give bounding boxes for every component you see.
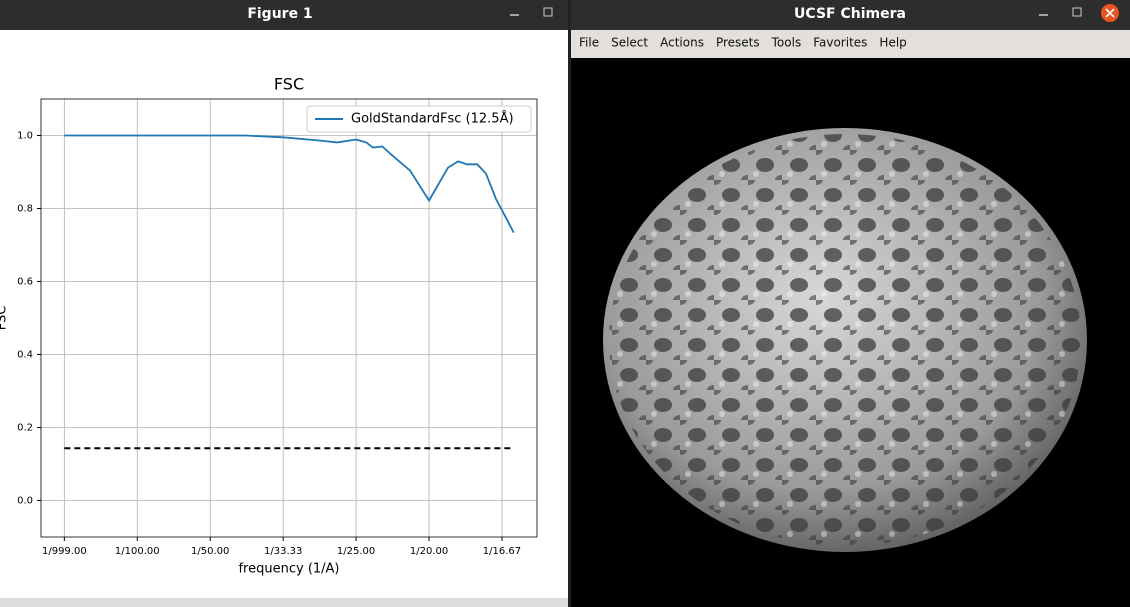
y-tick-label: 1.0: [17, 131, 33, 142]
series-line: [64, 134, 515, 234]
y-tick-label: 0.6: [17, 277, 33, 288]
title-bar: [0, 0, 568, 30]
maximize-button[interactable]: [543, 7, 553, 17]
menu-item[interactable]: Presets: [716, 36, 760, 50]
y-tick-label: 0.4: [17, 350, 33, 361]
menu-item[interactable]: Select: [611, 36, 648, 50]
title-bar: [571, 0, 1130, 30]
y-tick-label: 0.8: [17, 204, 33, 215]
y-tick-label: 0.0: [17, 496, 33, 507]
menu: File Select Actions Presets Tools Favorites He…: [579, 36, 907, 50]
menu-item[interactable]: Help: [879, 36, 906, 50]
close-icon: [1105, 8, 1115, 18]
menu-bar: [571, 30, 1130, 58]
x-tick-label: 1/25.00: [337, 546, 375, 557]
x-tick-label: 1/16.67: [483, 546, 521, 557]
legend-box: [306, 105, 532, 133]
legend-label: GoldStandardFsc (12.5Å): [351, 111, 514, 127]
chart-title: FSC: [274, 75, 304, 94]
x-axis-label: frequency (1/A): [238, 562, 339, 577]
figure-window: [0, 0, 568, 607]
x-tick-label: 1/33.33: [264, 546, 302, 557]
menu-item[interactable]: Favorites: [813, 36, 867, 50]
menu-item[interactable]: File: [579, 36, 599, 50]
window-gap: [568, 0, 571, 607]
plot: 1/999.00 1/100.00 1/50.00 1/33.33 1/25.00 1/2…: [0, 75, 538, 577]
y-axis-label: FSC: [0, 306, 10, 331]
plot-frame: [40, 98, 538, 538]
menu-item[interactable]: Tools: [771, 36, 802, 50]
window-title: Figure 1: [247, 6, 312, 22]
x-tick-label: 1/50.00: [191, 546, 229, 557]
maximize-button[interactable]: [1072, 7, 1082, 17]
x-tick-label: 1/20.00: [410, 546, 448, 557]
window-title: UCSF Chimera: [794, 6, 906, 22]
x-tick-label: 1/100.00: [115, 546, 160, 557]
status-strip: [0, 598, 568, 607]
x-tick-label: 1/999.00: [42, 546, 87, 557]
y-tick-label: 0.2: [17, 423, 33, 434]
menu-item[interactable]: Actions: [660, 36, 704, 50]
density-texture: [609, 134, 1081, 546]
